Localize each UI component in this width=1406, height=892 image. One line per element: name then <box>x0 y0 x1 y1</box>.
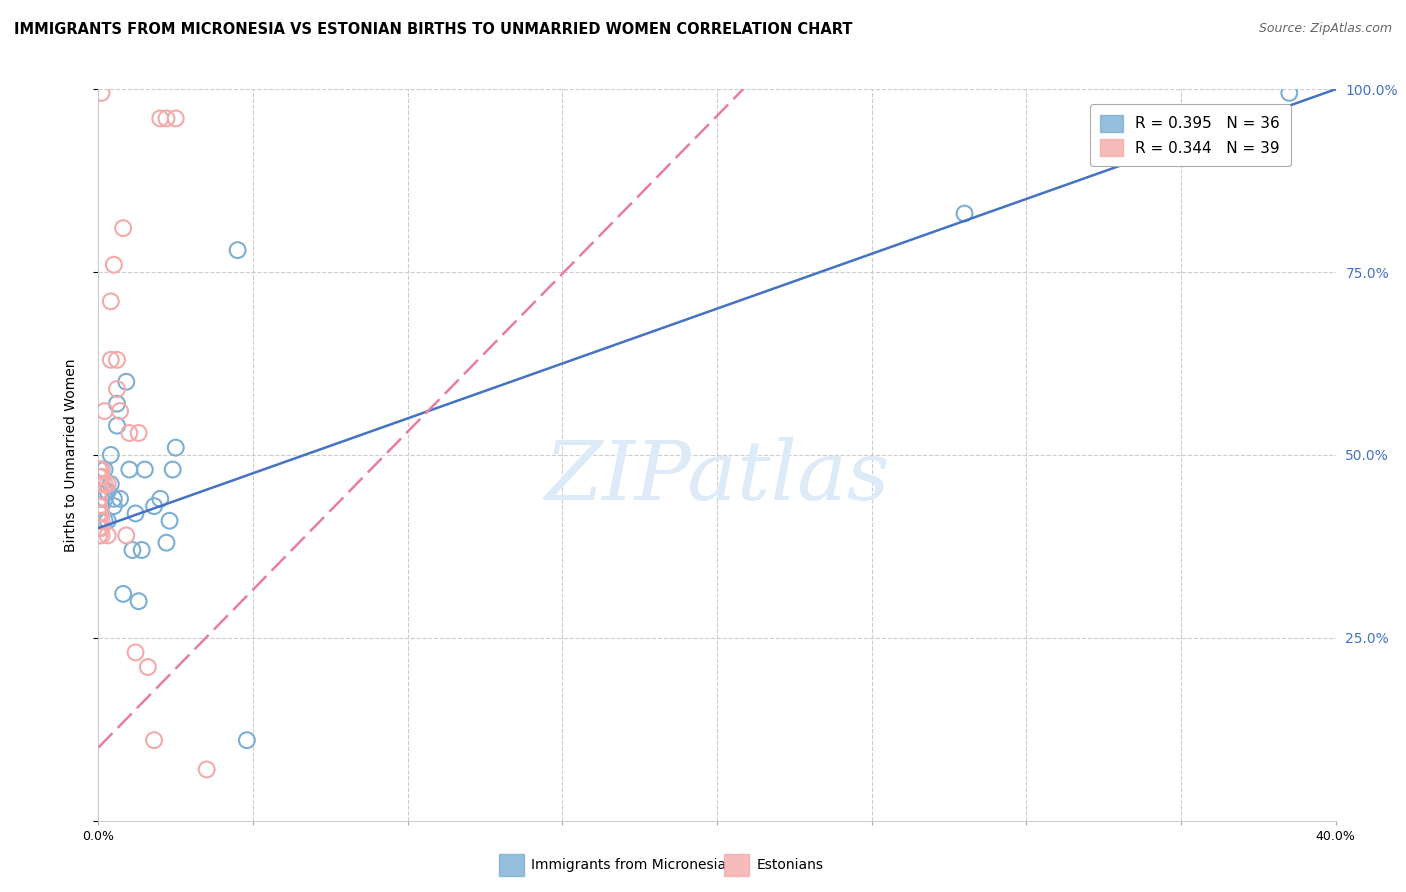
Point <box>97 477 120 491</box>
Point <box>131 543 153 558</box>
Point <box>124 645 146 659</box>
Point <box>105 352 128 367</box>
Point <box>97 514 120 528</box>
Point <box>93 484 115 499</box>
Point <box>112 221 135 235</box>
Point <box>90 470 112 484</box>
Point <box>93 477 115 491</box>
Text: IMMIGRANTS FROM MICRONESIA VS ESTONIAN BIRTHS TO UNMARRIED WOMEN CORRELATION CHA: IMMIGRANTS FROM MICRONESIA VS ESTONIAN B… <box>14 22 852 37</box>
Point <box>195 763 218 777</box>
Point <box>108 491 131 506</box>
Point <box>121 543 143 558</box>
Legend: R = 0.395   N = 36, R = 0.344   N = 39: R = 0.395 N = 36, R = 0.344 N = 39 <box>1090 104 1291 167</box>
Point <box>97 528 120 542</box>
Point <box>90 528 112 542</box>
Point <box>149 491 172 506</box>
Point <box>103 491 125 506</box>
Point <box>118 425 141 440</box>
Text: ZIPatlas: ZIPatlas <box>544 437 890 516</box>
Point <box>90 86 112 100</box>
Point <box>105 397 128 411</box>
Point <box>1278 86 1301 100</box>
Point <box>112 587 135 601</box>
Point <box>87 477 110 491</box>
Point <box>90 462 112 476</box>
Point <box>87 528 110 542</box>
Point <box>236 733 259 747</box>
Y-axis label: Births to Unmarried Women: Births to Unmarried Women <box>63 359 77 551</box>
Point <box>143 499 166 513</box>
Point <box>128 425 150 440</box>
Point <box>100 352 122 367</box>
Point <box>90 521 112 535</box>
Point <box>105 382 128 396</box>
Point <box>103 499 125 513</box>
Point <box>87 470 110 484</box>
Point <box>93 404 115 418</box>
Text: Estonians: Estonians <box>756 858 824 871</box>
Point <box>100 294 122 309</box>
Point <box>87 484 110 499</box>
Point <box>90 491 112 506</box>
Point <box>93 491 115 506</box>
Text: Source: ZipAtlas.com: Source: ZipAtlas.com <box>1258 22 1392 36</box>
Point <box>953 206 976 220</box>
Point <box>87 507 110 521</box>
Point <box>93 514 115 528</box>
Point <box>165 441 187 455</box>
Point <box>90 477 112 491</box>
Text: Immigrants from Micronesia: Immigrants from Micronesia <box>531 858 727 871</box>
Point <box>159 514 181 528</box>
Point <box>103 258 125 272</box>
Point <box>115 528 138 542</box>
Point <box>87 491 110 506</box>
Point <box>149 112 172 126</box>
Point <box>162 462 184 476</box>
Point <box>115 375 138 389</box>
Point <box>165 112 187 126</box>
Point <box>90 499 112 513</box>
Point <box>87 499 110 513</box>
Point <box>93 462 115 476</box>
Point <box>87 521 110 535</box>
Point <box>143 733 166 747</box>
Point <box>226 243 249 257</box>
Point <box>100 448 122 462</box>
Point <box>134 462 156 476</box>
Point <box>90 462 112 476</box>
Point <box>155 112 177 126</box>
Point <box>87 462 110 476</box>
Point <box>118 462 141 476</box>
Point <box>155 535 177 549</box>
Point <box>124 507 146 521</box>
Point <box>128 594 150 608</box>
Point <box>90 507 112 521</box>
Point <box>90 514 112 528</box>
Point <box>90 470 112 484</box>
Point <box>105 418 128 433</box>
Point <box>136 660 159 674</box>
Point <box>100 477 122 491</box>
Point <box>108 404 131 418</box>
Point <box>97 484 120 499</box>
Point <box>90 477 112 491</box>
Point <box>87 514 110 528</box>
